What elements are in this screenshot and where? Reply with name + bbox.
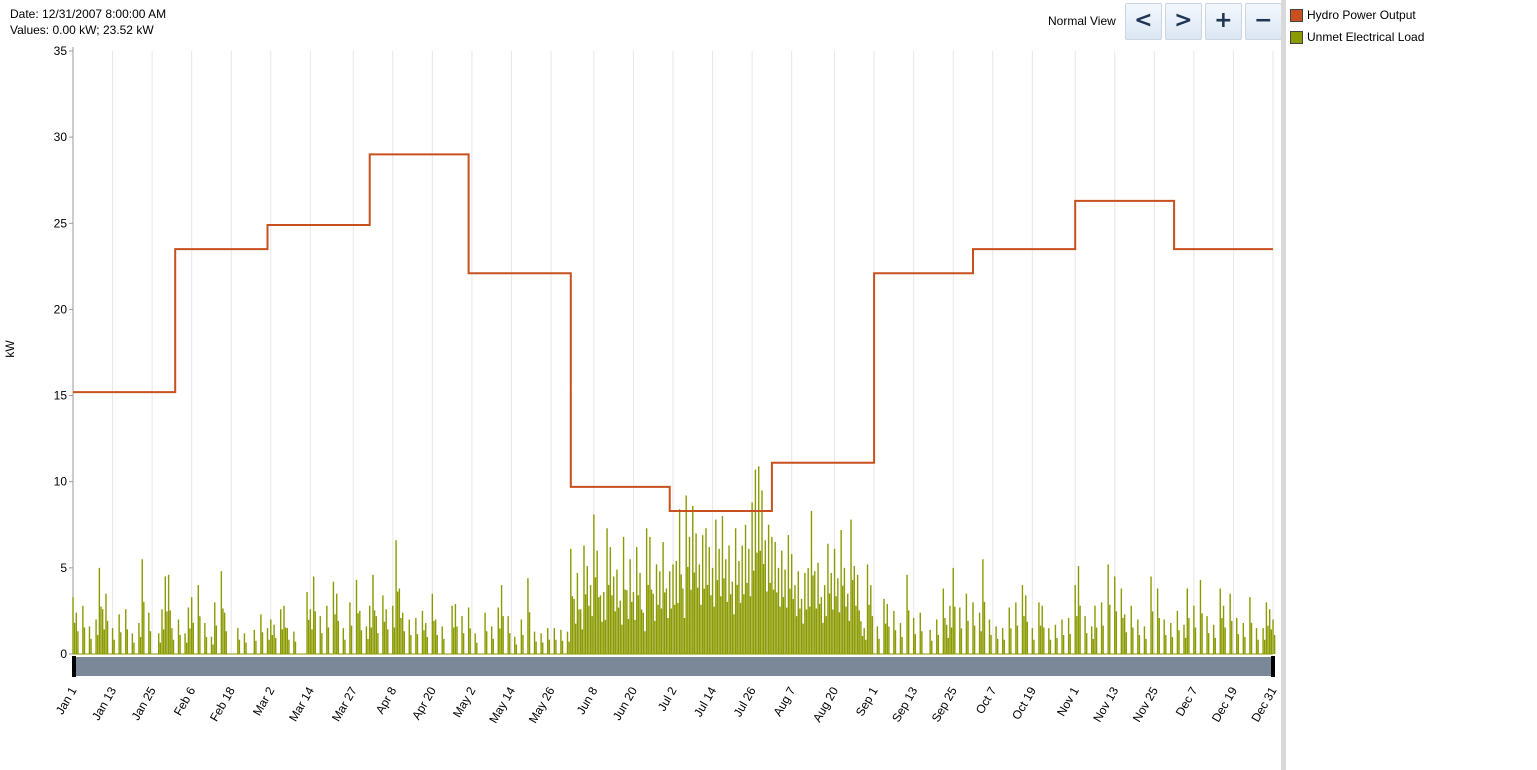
- x-tick-label: Jun 20: [610, 684, 640, 722]
- y-tick-label: 25: [54, 216, 68, 230]
- x-tick-label: Oct 19: [1009, 684, 1039, 722]
- x-tick-label: Nov 25: [1130, 684, 1161, 724]
- y-tick-label: 0: [60, 647, 67, 661]
- chevron-left-icon: <: [1134, 8, 1153, 33]
- x-tick-label: Mar 27: [329, 684, 360, 724]
- previous-button[interactable]: <: [1124, 2, 1162, 40]
- x-tick-label: Jan 13: [89, 684, 119, 722]
- chart-svg: Jan 1 Jan 13 Jan 25 Feb 6 Feb 18 Mar 2 Mar 14 M…: [53, 44, 1280, 726]
- x-tick-label: Jul 2: [655, 684, 680, 713]
- x-tick-label: Jul 14: [691, 684, 719, 719]
- minus-icon: −: [1254, 8, 1273, 33]
- scrollbar-right-handle[interactable]: [1271, 656, 1275, 677]
- values-label: Values:: [10, 23, 50, 37]
- y-tick-label: 30: [54, 130, 68, 144]
- legend-item-hydro[interactable]: Hydro Power Output: [1290, 4, 1424, 26]
- x-tick-label: Jan 25: [129, 684, 159, 722]
- legend-item-unmet-load[interactable]: Unmet Electrical Load: [1290, 26, 1424, 48]
- hydro-power-output-series: [73, 153, 1273, 513]
- x-tick-label: Mar 14: [286, 684, 317, 724]
- normal-view-label: Normal View: [1048, 14, 1116, 28]
- x-tick-label: Dec 31: [1248, 684, 1279, 724]
- legend-swatch-unmet-load: [1290, 30, 1303, 44]
- y-tick-label: 20: [54, 302, 68, 316]
- values-value: 0.00 kW; 23.52 kW: [52, 23, 154, 37]
- readout-panel: Date: 12/31/2007 8:00:00 AM Values: 0.00…: [10, 6, 166, 38]
- legend-label-unmet-load: Unmet Electrical Load: [1307, 30, 1425, 44]
- x-tick-label: Sep 1: [853, 684, 881, 718]
- legend: Hydro Power Output Unmet Electrical Load: [1290, 4, 1424, 48]
- x-tick-label: May 26: [526, 684, 558, 725]
- x-tick-label: May 2: [450, 684, 479, 720]
- x-tick-label: Aug 7: [770, 684, 798, 718]
- plus-icon: +: [1214, 8, 1233, 33]
- x-tick-label: Jul 26: [731, 684, 759, 719]
- y-tick-label: 10: [54, 475, 68, 489]
- x-tick-label: Apr 8: [373, 684, 400, 716]
- legend-label-hydro: Hydro Power Output: [1307, 8, 1416, 22]
- x-tick-label: Sep 25: [929, 684, 960, 724]
- y-tick-label: 5: [60, 561, 67, 575]
- x-tick-label: Oct 7: [973, 684, 1000, 716]
- legend-swatch-hydro: [1290, 8, 1303, 22]
- x-tick-label: Sep 13: [889, 684, 920, 724]
- next-button[interactable]: >: [1164, 2, 1202, 40]
- x-tick-label: Dec 7: [1173, 684, 1201, 718]
- x-tick-label: Feb 18: [207, 684, 238, 724]
- x-tick-label: Nov 1: [1054, 684, 1082, 718]
- panel-divider[interactable]: [1281, 0, 1286, 770]
- x-tick-label: May 14: [486, 684, 518, 725]
- date-label: Date:: [10, 7, 39, 21]
- date-readout: Date: 12/31/2007 8:00:00 AM: [10, 6, 166, 22]
- x-tick-label: Feb 6: [171, 684, 199, 718]
- x-tick-label: Apr 20: [409, 684, 439, 722]
- x-tick-label: Nov 13: [1090, 684, 1121, 724]
- y-tick-label: 35: [54, 44, 68, 58]
- x-tick-label: Jan 1: [53, 684, 80, 717]
- values-readout: Values: 0.00 kW; 23.52 kW: [10, 22, 166, 38]
- scrollbar-left-handle[interactable]: [72, 656, 76, 677]
- zoom-in-button[interactable]: +: [1204, 2, 1242, 40]
- x-tick-label: Mar 2: [250, 684, 278, 718]
- zoom-out-button[interactable]: −: [1244, 2, 1282, 40]
- x-tick-label: Jun 8: [574, 684, 601, 717]
- x-tick-label: Aug 20: [810, 684, 841, 724]
- chart-navigation: Normal View < > + −: [1048, 0, 1282, 42]
- y-tick-label: 15: [54, 389, 68, 403]
- time-scrollbar[interactable]: [73, 657, 1273, 676]
- x-tick-label: Dec 19: [1209, 684, 1240, 724]
- chevron-right-icon: >: [1174, 8, 1193, 33]
- unmet-electrical-load-series: [72, 466, 1276, 654]
- date-value: 12/31/2007 8:00:00 AM: [42, 7, 167, 21]
